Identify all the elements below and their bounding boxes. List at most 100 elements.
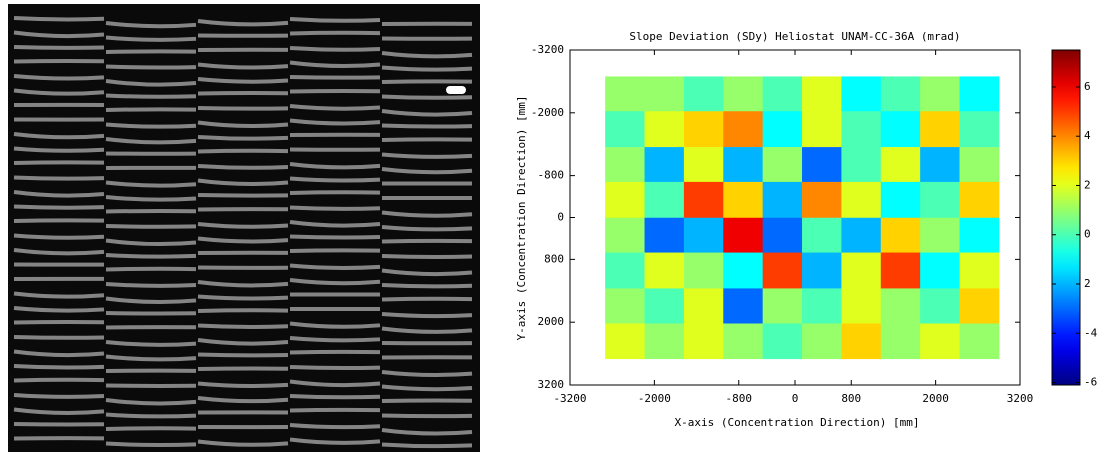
heatmap-cell <box>960 323 1000 359</box>
x-tick-label: -3200 <box>553 392 586 405</box>
heatmap-cell <box>763 323 803 359</box>
fringe-stripe <box>290 352 380 353</box>
fringe-stripe <box>290 77 380 78</box>
x-tick-label: 2000 <box>922 392 949 405</box>
fringe-stripe <box>382 241 472 242</box>
fringe-stripe <box>14 236 104 238</box>
heatmap-cell <box>881 76 921 112</box>
fringe-stripe <box>106 38 196 40</box>
heatmap-cell <box>802 288 842 324</box>
fringe-stripe <box>14 207 104 208</box>
heatmap-cell <box>763 218 803 254</box>
heatmap-cell <box>645 218 685 254</box>
heatmap-cell <box>960 76 1000 112</box>
fringe-stripe <box>198 166 288 168</box>
fringe-stripe <box>14 337 104 338</box>
colorbar-tick-label: -6 <box>1084 376 1097 389</box>
heatmap-cell <box>605 76 645 112</box>
heatmap-cell <box>684 182 724 218</box>
heatmap-cell <box>841 147 881 183</box>
heatmap-cell <box>723 323 763 359</box>
fringe-stripe <box>198 137 288 139</box>
heatmap-cell <box>605 182 645 218</box>
heatmap-cell <box>881 218 921 254</box>
heatmap-cell <box>723 288 763 324</box>
heatmap-cell <box>881 323 921 359</box>
heatmap-cell <box>763 76 803 112</box>
x-tick-label: -800 <box>726 392 753 405</box>
heatmap-cell <box>881 253 921 289</box>
fringe-stripe <box>382 81 472 82</box>
heatmap-cell <box>684 253 724 289</box>
x-tick-label: -2000 <box>638 392 671 405</box>
x-tick-label: 0 <box>792 392 799 405</box>
colorbar-tick-label: 0 <box>1084 228 1091 241</box>
colorbar <box>1052 50 1080 385</box>
fringe-stripe <box>382 68 472 70</box>
heatmap-cell <box>645 147 685 183</box>
heatmap-cell <box>723 76 763 112</box>
heatmap-cell <box>920 288 960 324</box>
heatmap-cell <box>960 111 1000 147</box>
fringe-stripe <box>290 33 380 34</box>
x-axis-label: X-axis (Concentration Direction) [mm] <box>674 416 919 429</box>
fringe-stripe <box>14 395 104 397</box>
colorbar-tick-label: 2 <box>1084 178 1091 191</box>
fringe-stripe <box>382 155 472 157</box>
fringe-stripe <box>290 19 380 21</box>
fringe-stripe <box>14 322 104 323</box>
fringe-stripe <box>290 48 380 50</box>
fringe-stripe <box>106 269 196 270</box>
y-axis-label: Y-axis (Concentration Direction) [mm] <box>515 95 528 340</box>
heatmap-cell <box>960 147 1000 183</box>
heatmap-cell <box>645 76 685 112</box>
heatmap-cell <box>645 253 685 289</box>
fringe-stripe <box>106 444 196 446</box>
heatmap-cell <box>763 288 803 324</box>
fringe-stripe <box>382 285 472 286</box>
y-tick-label: 0 <box>557 211 564 224</box>
fringe-stripe <box>382 256 472 257</box>
fringe-stripe <box>290 208 380 209</box>
heatmap-cell <box>960 182 1000 218</box>
heatmap-cell <box>723 182 763 218</box>
heatmap-cell <box>841 76 881 112</box>
heatmap-cell <box>684 111 724 147</box>
heatmap-cell <box>960 288 1000 324</box>
fringe-stripe <box>382 445 472 447</box>
heatmap-cell <box>841 253 881 289</box>
heatmap-cell <box>723 111 763 147</box>
heatmap-cell <box>802 76 842 112</box>
heatmap-cell <box>881 111 921 147</box>
x-tick-label: 800 <box>841 392 861 405</box>
heatmap-cell <box>605 218 645 254</box>
fringe-stripe <box>106 109 196 110</box>
heatmap-cell <box>605 147 645 183</box>
fringe-stripe <box>106 125 196 127</box>
heatmap-cell <box>723 147 763 183</box>
heatmap-cell <box>841 323 881 359</box>
heatmap-cell <box>605 323 645 359</box>
heatmap-cell <box>684 323 724 359</box>
fringe-stripe <box>290 192 380 193</box>
fringe-stripe <box>14 178 104 179</box>
fringe-stripe <box>14 149 104 151</box>
heatmap-cell <box>802 218 842 254</box>
heatmap-cell <box>841 111 881 147</box>
heatmap-cell <box>920 182 960 218</box>
fringe-stripe <box>382 227 472 229</box>
fringe-stripe <box>14 162 104 163</box>
fringe-stripe <box>198 326 288 327</box>
fringe-stripe <box>106 51 196 52</box>
heatmap-cell <box>684 288 724 324</box>
heatmap-cell <box>920 111 960 147</box>
y-tick-label: 3200 <box>538 378 565 391</box>
heatmap-cell <box>645 182 685 218</box>
fringe-stripe <box>290 179 380 181</box>
heatmap-cell <box>763 111 803 147</box>
fringe-stripe <box>290 425 380 427</box>
heatmap-cell <box>645 111 685 147</box>
fringe-stripe <box>14 61 104 62</box>
heatmap-cell <box>920 253 960 289</box>
